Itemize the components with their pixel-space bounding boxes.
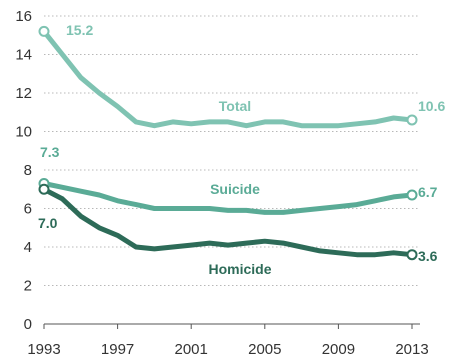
x-axis-ticks: 1993 1997 2001 2005 2009 2013 (27, 324, 429, 358)
homicide-line (41, 186, 415, 258)
total-end-point (406, 114, 418, 126)
suicide-start-value: 7.3 (40, 144, 60, 160)
x-tick-label: 2001 (175, 341, 208, 358)
homicide-series-label: Homicide (208, 261, 271, 277)
homicide-start-value: 7.0 (38, 215, 58, 231)
y-tick-label: 4 (24, 239, 32, 256)
y-tick-label: 8 (24, 162, 32, 179)
y-tick-label: 0 (24, 316, 32, 333)
series-labels: Total 15.2 10.6 Suicide 7.3 6.7 Homicide 7.0 3.6 (38, 22, 445, 277)
y-tick-label: 10 (15, 124, 32, 141)
y-tick-label: 6 (24, 201, 32, 218)
homicide-start-point (38, 183, 50, 195)
suicide-end-point (406, 189, 418, 201)
total-series-label: Total (219, 98, 251, 114)
y-tick-label: 2 (24, 278, 32, 295)
total-line (41, 28, 415, 129)
homicide-end-point (406, 249, 418, 261)
suicide-series-label: Suicide (210, 181, 260, 197)
x-tick-label: 1997 (101, 341, 134, 358)
y-tick-label: 16 (15, 8, 32, 25)
x-tick-label: 2005 (248, 341, 281, 358)
suicide-end-value: 6.7 (418, 184, 438, 200)
total-start-value: 15.2 (66, 22, 93, 38)
y-axis-ticks: 0 2 4 6 8 10 12 14 16 (15, 8, 32, 333)
homicide-end-value: 3.6 (418, 248, 438, 264)
y-tick-label: 12 (15, 85, 32, 102)
y-tick-label: 14 (15, 47, 32, 64)
x-tick-label: 2013 (395, 341, 428, 358)
x-tick-label: 2009 (322, 341, 355, 358)
total-start-point (38, 25, 50, 37)
total-end-value: 10.6 (418, 98, 445, 114)
suicide-line (41, 181, 415, 215)
x-tick-label: 1993 (27, 341, 60, 358)
series-lines (38, 25, 418, 261)
